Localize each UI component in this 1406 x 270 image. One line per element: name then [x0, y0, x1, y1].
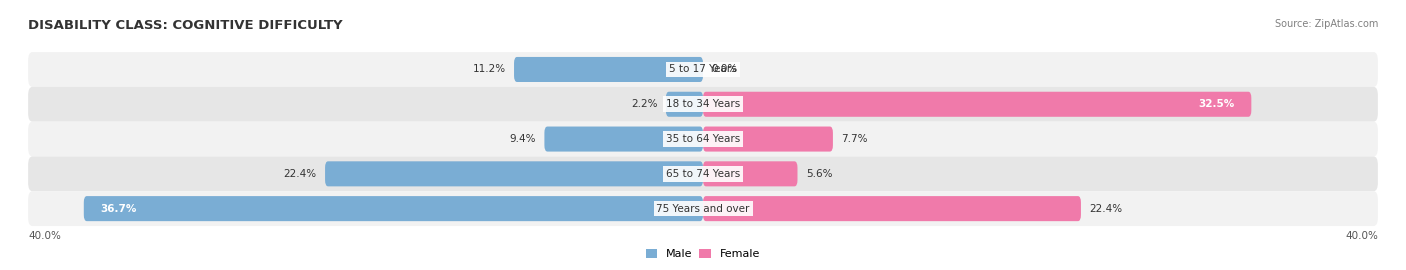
Text: 22.4%: 22.4% [1090, 204, 1122, 214]
FancyBboxPatch shape [703, 161, 797, 186]
Text: 22.4%: 22.4% [284, 169, 316, 179]
FancyBboxPatch shape [325, 161, 703, 186]
FancyBboxPatch shape [28, 122, 1378, 156]
FancyBboxPatch shape [84, 196, 703, 221]
FancyBboxPatch shape [28, 156, 1378, 191]
FancyBboxPatch shape [703, 92, 1251, 117]
Text: 40.0%: 40.0% [1346, 231, 1378, 241]
Text: 7.7%: 7.7% [841, 134, 868, 144]
Text: 0.0%: 0.0% [711, 65, 738, 75]
Text: 18 to 34 Years: 18 to 34 Years [666, 99, 740, 109]
Text: 75 Years and over: 75 Years and over [657, 204, 749, 214]
Text: 11.2%: 11.2% [472, 65, 506, 75]
FancyBboxPatch shape [28, 191, 1378, 226]
Text: 2.2%: 2.2% [631, 99, 658, 109]
Text: 32.5%: 32.5% [1198, 99, 1234, 109]
Legend: Male, Female: Male, Female [641, 244, 765, 264]
FancyBboxPatch shape [515, 57, 703, 82]
Text: 5.6%: 5.6% [806, 169, 832, 179]
Text: 65 to 74 Years: 65 to 74 Years [666, 169, 740, 179]
Text: 5 to 17 Years: 5 to 17 Years [669, 65, 737, 75]
FancyBboxPatch shape [28, 87, 1378, 122]
FancyBboxPatch shape [703, 127, 832, 151]
Text: 9.4%: 9.4% [509, 134, 536, 144]
FancyBboxPatch shape [28, 52, 1378, 87]
Text: DISABILITY CLASS: COGNITIVE DIFFICULTY: DISABILITY CLASS: COGNITIVE DIFFICULTY [28, 19, 343, 32]
Text: 36.7%: 36.7% [101, 204, 136, 214]
Text: Source: ZipAtlas.com: Source: ZipAtlas.com [1274, 19, 1378, 29]
FancyBboxPatch shape [666, 92, 703, 117]
Text: 40.0%: 40.0% [28, 231, 60, 241]
FancyBboxPatch shape [703, 196, 1081, 221]
FancyBboxPatch shape [544, 127, 703, 151]
Text: 35 to 64 Years: 35 to 64 Years [666, 134, 740, 144]
